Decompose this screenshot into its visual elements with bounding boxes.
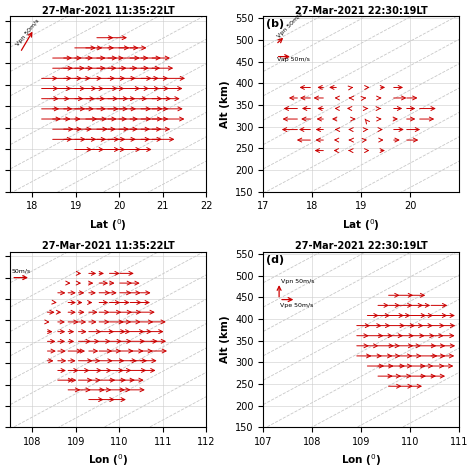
Text: (b): (b) — [266, 19, 284, 29]
Title: 27-Mar-2021 22:30:19LT: 27-Mar-2021 22:30:19LT — [295, 241, 428, 251]
Title: 27-Mar-2021 22:30:19LT: 27-Mar-2021 22:30:19LT — [295, 6, 428, 16]
Text: Vap 50m/s: Vap 50m/s — [277, 57, 310, 62]
Text: (d): (d) — [266, 255, 284, 265]
Y-axis label: Alt (km): Alt (km) — [219, 80, 229, 128]
X-axis label: Lat ($^0$): Lat ($^0$) — [90, 217, 127, 233]
Title: 27-Mar-2021 11:35:22LT: 27-Mar-2021 11:35:22LT — [42, 6, 175, 16]
X-axis label: Lat ($^0$): Lat ($^0$) — [342, 217, 380, 233]
X-axis label: Lon ($^0$): Lon ($^0$) — [88, 453, 128, 468]
Text: Vpn 50m/s: Vpn 50m/s — [281, 279, 315, 284]
X-axis label: Lon ($^0$): Lon ($^0$) — [341, 453, 382, 468]
Text: Vpn 50m/s: Vpn 50m/s — [277, 12, 304, 39]
Y-axis label: Alt (km): Alt (km) — [219, 316, 229, 364]
Text: Vpe 50m/s: Vpe 50m/s — [280, 303, 313, 309]
Title: 27-Mar-2021 11:35:22LT: 27-Mar-2021 11:35:22LT — [42, 241, 175, 251]
Text: 50m/s: 50m/s — [11, 268, 30, 273]
Text: Vpn 50m/s: Vpn 50m/s — [16, 18, 41, 47]
